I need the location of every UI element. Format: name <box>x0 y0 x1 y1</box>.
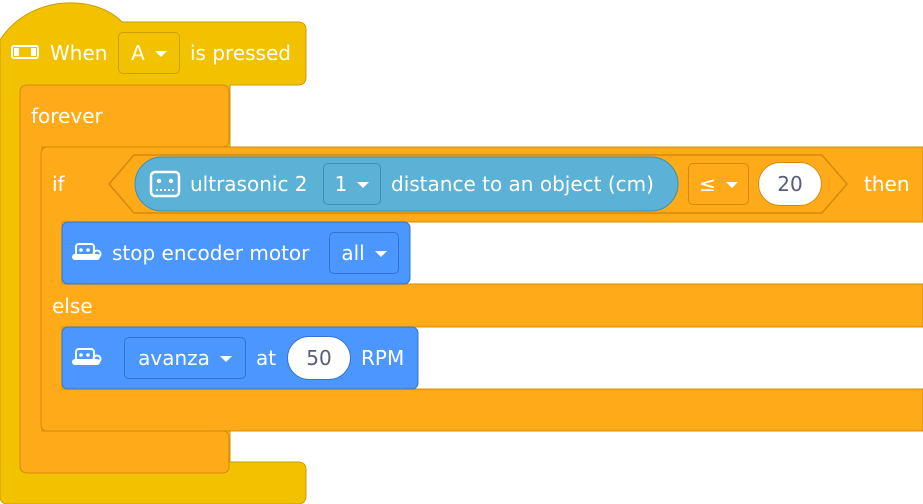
hub-button-icon <box>11 45 39 59</box>
when-label: When <box>50 41 108 65</box>
port-dropdown-value: 1 <box>334 172 348 196</box>
if-label: if <box>52 172 65 196</box>
operator-dropdown[interactable]: ≤ <box>688 163 749 205</box>
else-label: else <box>52 294 93 318</box>
speed-input[interactable]: 50 <box>287 336 351 380</box>
chevron-down-icon <box>154 51 167 57</box>
at-label: at <box>256 346 277 370</box>
chevron-down-icon <box>357 182 370 188</box>
chevron-down-icon <box>374 251 387 257</box>
motor-icon <box>72 348 102 365</box>
rpm-label: RPM <box>361 346 405 370</box>
ultrasonic-distance-reporter[interactable] <box>134 156 679 212</box>
forever-block[interactable] <box>19 84 230 474</box>
motor-dropdown-value: all <box>341 241 365 265</box>
is-pressed-label: is pressed <box>190 41 291 65</box>
chevron-down-icon <box>725 182 738 188</box>
distance-label: distance to an object (cm) <box>391 172 654 196</box>
motor-dropdown[interactable]: all <box>329 232 399 274</box>
if-else-block[interactable] <box>40 146 923 432</box>
threshold-value: 20 <box>777 172 803 196</box>
ultrasonic-sensor-icon <box>149 170 181 198</box>
action-dropdown[interactable]: avanza <box>124 337 246 379</box>
motor-icon <box>72 243 102 260</box>
speed-value: 50 <box>306 346 332 370</box>
threshold-input[interactable]: 20 <box>758 162 822 206</box>
operator-dropdown-value: ≤ <box>699 172 716 196</box>
port-dropdown[interactable]: 1 <box>323 163 381 205</box>
chevron-down-icon <box>219 356 232 362</box>
ultrasonic-sensor-label: ultrasonic 2 <box>190 172 308 196</box>
button-dropdown[interactable]: A <box>118 32 180 74</box>
button-dropdown-value: A <box>131 41 145 65</box>
action-dropdown-value: avanza <box>138 346 210 370</box>
then-label: then <box>864 172 910 196</box>
stop-encoder-motor-block[interactable] <box>61 221 411 285</box>
forever-label: forever <box>31 104 103 128</box>
stop-encoder-motor-label: stop encoder motor <box>112 241 310 265</box>
